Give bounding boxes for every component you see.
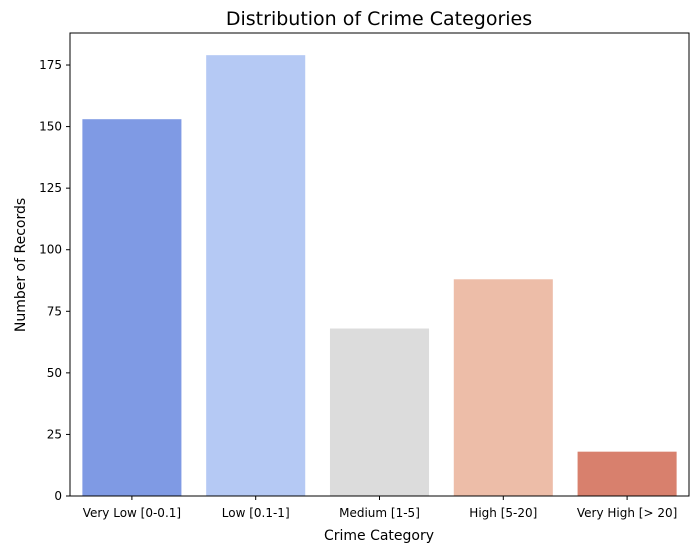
y-tick-label-5: 125 (39, 181, 62, 195)
y-tick-label-6: 150 (39, 120, 62, 134)
x-tick-label-0: Very Low [0-0.1] (83, 506, 181, 520)
y-tick-label-2: 50 (47, 366, 62, 380)
bar-0 (82, 119, 182, 496)
y-tick-label-1: 25 (47, 427, 62, 441)
x-tick-label-1: Low [0.1-1] (222, 506, 290, 520)
bar-1 (206, 55, 306, 497)
x-tick-label-4: Very High [> 20] (577, 506, 677, 520)
x-tick-label-2: Medium [1-5] (339, 506, 420, 520)
y-tick-label-4: 100 (39, 243, 62, 257)
y-tick-label-3: 75 (47, 304, 62, 318)
bar-2 (329, 328, 430, 496)
x-axis-title: Crime Category (324, 528, 434, 544)
bar-4 (577, 451, 677, 496)
y-tick-label-7: 175 (39, 58, 62, 72)
y-axis-title: Number of Records (13, 198, 29, 332)
axes-frame (69, 32, 690, 497)
plot-area: Very Low [0-0.1] Low [0.1-1] Medium [1-5] H… (39, 32, 690, 520)
y-tick-label-0: 0 (54, 489, 62, 503)
bar-3 (453, 279, 553, 496)
x-tick-label-3: High [5-20] (469, 506, 537, 520)
chart-title: Distribution of Crime Categories (226, 8, 532, 30)
